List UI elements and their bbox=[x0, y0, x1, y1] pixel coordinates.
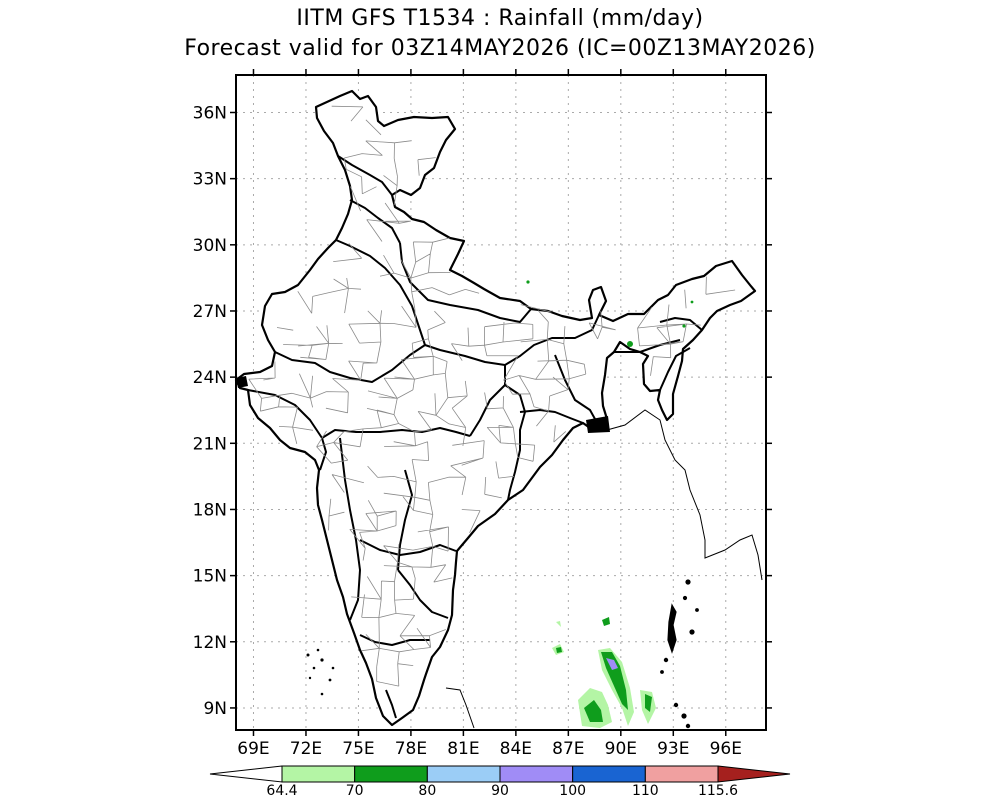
lon-tick-label: 72E bbox=[290, 739, 322, 759]
state-boundaries bbox=[247, 155, 703, 719]
neighbour-coastline bbox=[606, 409, 763, 581]
sri-lanka-coast bbox=[445, 687, 475, 729]
sundarbans-blob bbox=[586, 416, 610, 433]
colorbar-segment bbox=[354, 765, 428, 783]
colorbar-segment bbox=[572, 765, 646, 783]
colorbar-over-arrow bbox=[717, 765, 791, 783]
title-line-2: Forecast valid for 03Z14MAY2026 (IC=00Z1… bbox=[184, 36, 816, 61]
colorbar-label: 110 bbox=[632, 783, 659, 799]
plot-frame bbox=[235, 74, 767, 731]
colorbar-label: 80 bbox=[418, 783, 436, 799]
rain-dark-green bbox=[602, 617, 610, 626]
colorbar-segment bbox=[499, 765, 574, 783]
rain-dark-green bbox=[690, 300, 694, 304]
lon-tick-label: 78E bbox=[395, 739, 427, 759]
rain-dark-green bbox=[584, 700, 603, 722]
rain-dark-green bbox=[556, 647, 562, 653]
colorbar-label: 100 bbox=[559, 783, 586, 799]
rain-dark-green bbox=[601, 652, 628, 710]
colorbar-label: 64.4 bbox=[266, 783, 297, 799]
colorbar-segment bbox=[644, 765, 719, 783]
lon-tick-label: 90E bbox=[605, 739, 637, 759]
colorbar-label: 115.6 bbox=[698, 783, 738, 799]
lon-tick-label: 93E bbox=[657, 739, 689, 759]
lat-tick-label: 27N bbox=[193, 302, 227, 322]
lon-tick-label: 69E bbox=[237, 739, 269, 759]
lat-tick-label: 15N bbox=[193, 567, 227, 587]
colorbar-label: 90 bbox=[491, 783, 509, 799]
lakshadweep-islands bbox=[306, 648, 335, 696]
lon-tick-label: 75E bbox=[342, 739, 374, 759]
lat-tick-label: 24N bbox=[193, 368, 227, 388]
colorbar-label: 70 bbox=[346, 783, 364, 799]
district-lines bbox=[248, 105, 736, 687]
lat-tick-label: 18N bbox=[193, 500, 227, 520]
rain-light-green bbox=[556, 621, 561, 627]
district-boundaries bbox=[248, 105, 736, 687]
lat-tick-label: 30N bbox=[193, 236, 227, 256]
title-line-1: IITM GFS T1534 : Rainfall (mm/day) bbox=[296, 6, 704, 31]
lon-tick-label: 84E bbox=[500, 739, 532, 759]
rain-dark-green bbox=[682, 324, 686, 328]
lon-tick-label: 96E bbox=[710, 739, 742, 759]
colorbar-segment bbox=[426, 765, 501, 783]
lat-tick-label: 33N bbox=[193, 170, 227, 190]
rain-purple bbox=[606, 658, 618, 670]
gujarat-coast-blob bbox=[236, 376, 248, 388]
colorbar-under-arrow bbox=[209, 765, 283, 783]
rain-dark-green bbox=[627, 341, 633, 347]
lat-tick-label: 9N bbox=[203, 699, 227, 719]
lon-tick-label: 81E bbox=[447, 739, 479, 759]
map-title: IITM GFS T1534 : Rainfall (mm/day) Forec… bbox=[0, 4, 1000, 64]
axes: 9N 12N 15N 18N 21N 24N 27N 30N 33N 36N 69E 72E 75E 78… bbox=[193, 69, 772, 759]
rain-dark-green bbox=[645, 694, 652, 712]
lat-tick-label: 21N bbox=[193, 434, 227, 454]
colorbar: 64.4 70 80 90 100 110 115.6 bbox=[209, 765, 791, 799]
lat-tick-label: 36N bbox=[193, 103, 227, 123]
lon-tick-label: 87E bbox=[552, 739, 584, 759]
rainfall-patches bbox=[526, 280, 694, 728]
lat-tick-label: 12N bbox=[193, 633, 227, 653]
andaman-nicobar-islands bbox=[660, 579, 699, 729]
colorbar-segment bbox=[281, 765, 356, 783]
rain-dark-green bbox=[526, 280, 530, 284]
